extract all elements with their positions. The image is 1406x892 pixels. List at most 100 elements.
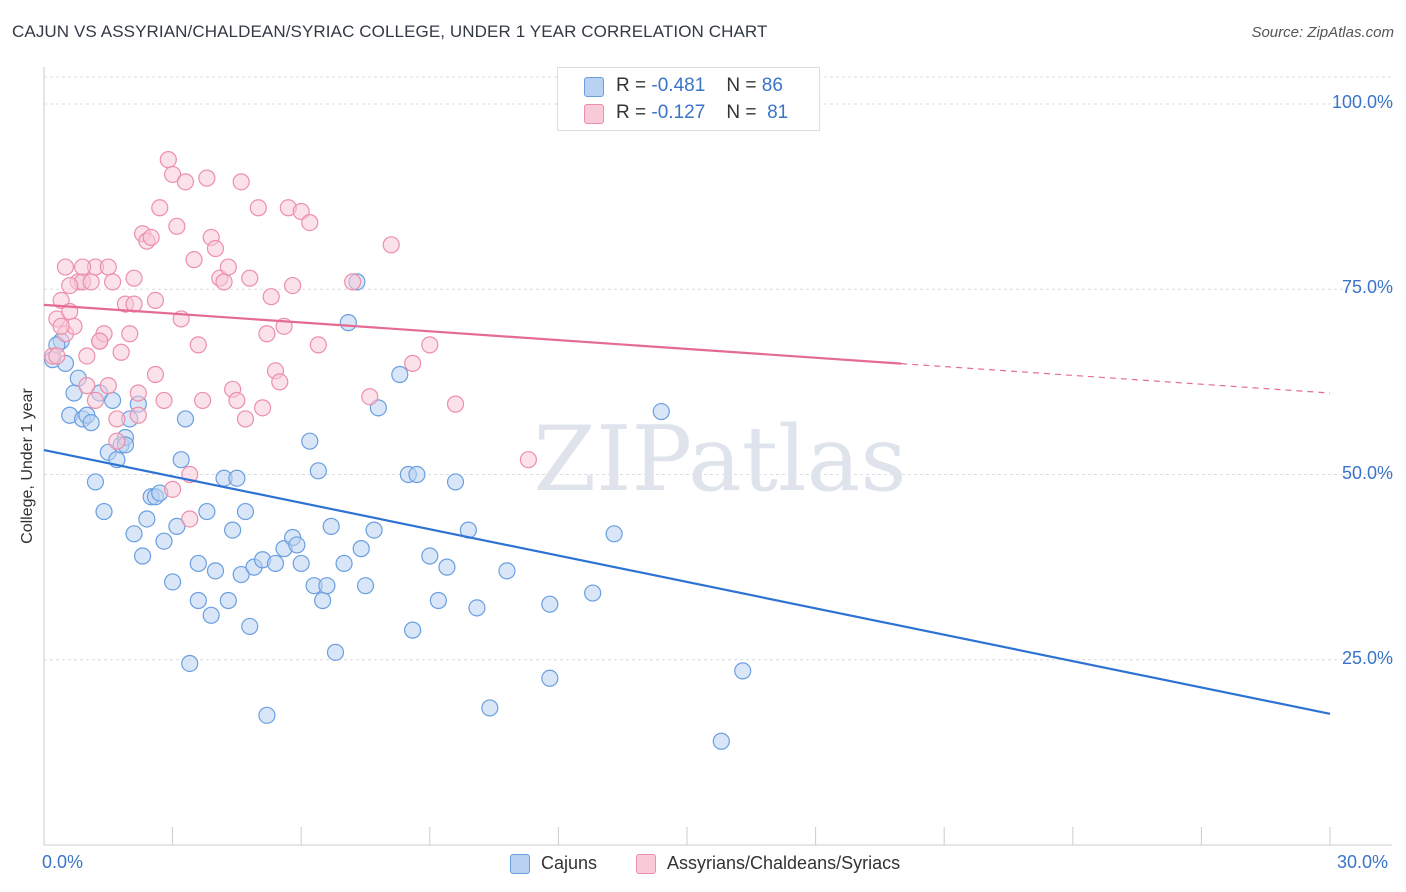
cajun-point	[322, 517, 340, 535]
cajun-point	[734, 662, 752, 680]
cajun-point	[352, 540, 370, 558]
cajun-point	[326, 643, 345, 661]
y-tick-label: 100.0%	[1331, 92, 1393, 113]
assyrian-point	[198, 169, 216, 187]
cajun-point	[391, 365, 409, 384]
cajun-point	[438, 558, 456, 576]
cajun-point	[421, 547, 439, 565]
assyrian-point	[194, 391, 212, 410]
assyrian-point	[99, 258, 117, 276]
cajun-point	[164, 573, 182, 591]
cajun-point	[219, 591, 237, 610]
cajun-point	[481, 699, 499, 717]
cajun-point	[168, 517, 186, 535]
n-value: 81	[767, 102, 789, 123]
assyrian-point	[206, 239, 225, 258]
assyrian-point	[271, 373, 289, 391]
cajun-point	[103, 391, 122, 410]
legend-label-cajuns: Cajuns	[541, 853, 598, 873]
assyrian-point	[232, 173, 250, 191]
cajun-point	[318, 577, 336, 595]
r-label: R =	[616, 102, 647, 123]
assyrian-point	[52, 317, 70, 335]
legend-label-assyrians: Assyrians/Chaldeans/Syriacs	[667, 853, 901, 873]
assyrian-point	[421, 336, 439, 354]
cajun-point	[498, 562, 516, 580]
assyrian-point	[164, 480, 182, 498]
assyrian-point	[181, 510, 199, 528]
assyrian-point	[61, 276, 79, 295]
cajun-point	[206, 562, 225, 580]
assyrian-point	[125, 269, 143, 287]
assyrian-point	[99, 377, 117, 395]
y-tick-label: 50.0%	[1341, 462, 1393, 483]
assyrian-point	[164, 165, 182, 184]
cajun-point	[258, 706, 276, 724]
x-tick-label-min: 0.0%	[42, 852, 84, 872]
assyrian-point	[236, 410, 255, 428]
cajun-point	[198, 502, 216, 521]
cajun-point	[408, 465, 426, 484]
assyrian-point	[155, 391, 173, 410]
assyrian-point	[121, 325, 139, 343]
cajun-point	[138, 510, 156, 528]
cajun-point	[189, 591, 207, 610]
cajun-point	[288, 536, 306, 554]
cajun-point	[541, 595, 559, 613]
cajun-point	[404, 621, 422, 639]
cajun-point	[202, 606, 220, 624]
assyrian-point	[146, 365, 165, 384]
x-tick-label-max: 30.0%	[1337, 852, 1389, 872]
cajun-point	[605, 525, 623, 543]
cajun-point	[365, 521, 383, 539]
cajuns-swatch	[584, 77, 604, 97]
legend-swatch-assyrians	[636, 854, 656, 874]
cajun-point	[125, 525, 143, 543]
assyrian-point	[258, 325, 276, 343]
assyrian-point	[142, 228, 160, 247]
assyrian-point	[228, 391, 246, 410]
assyrian-point	[446, 395, 465, 413]
cajun-point	[228, 469, 246, 487]
cajun-point	[95, 502, 113, 521]
assyrian-point	[82, 273, 100, 291]
assyrian-point	[254, 399, 272, 417]
assyrian-point	[249, 199, 267, 217]
y-tick-label: 25.0%	[1341, 647, 1393, 668]
assyrian-point	[176, 173, 195, 191]
assyrian-point	[73, 258, 92, 276]
cajun-point	[155, 532, 173, 550]
assyrian-point	[284, 276, 302, 295]
cajun-point	[292, 554, 310, 573]
assyrian-point	[129, 384, 147, 402]
chart-title: CAJUN VS ASSYRIAN/CHALDEAN/SYRIAC COLLEG…	[12, 22, 768, 41]
cajun-point	[82, 414, 100, 432]
assyrian-point	[112, 343, 130, 361]
assyrian-point	[519, 451, 537, 469]
chart-source: Source: ZipAtlas.com	[1251, 24, 1394, 41]
assyrian-point	[86, 391, 105, 410]
assyrian-point	[151, 199, 169, 217]
cajun-point	[232, 565, 250, 584]
cajun-point	[652, 402, 670, 421]
stats-box: R = -0.481 N = 86 R = -0.127 N = 81	[557, 67, 820, 131]
cajun-point	[236, 502, 255, 521]
cajun-point	[241, 617, 259, 636]
stats-text-cajuns: R = -0.481 N = 86	[616, 75, 783, 97]
cajun-point	[133, 547, 152, 565]
assyrian-point	[344, 273, 362, 291]
watermark: ZIPatlas	[533, 407, 906, 512]
assyrian-point	[185, 251, 203, 269]
cajun-trend-line	[43, 448, 1331, 715]
n-value: 86	[761, 75, 783, 96]
assyrian-point	[361, 388, 379, 406]
cajun-point	[339, 314, 357, 332]
assyrian-point	[48, 347, 66, 365]
assyrian-point	[309, 336, 327, 354]
assyrian-point	[404, 354, 422, 372]
cajun-point	[181, 654, 199, 673]
y-tick-label: 75.0%	[1341, 277, 1393, 298]
legend-swatch-cajuns	[510, 854, 530, 874]
cajun-point	[468, 599, 486, 617]
